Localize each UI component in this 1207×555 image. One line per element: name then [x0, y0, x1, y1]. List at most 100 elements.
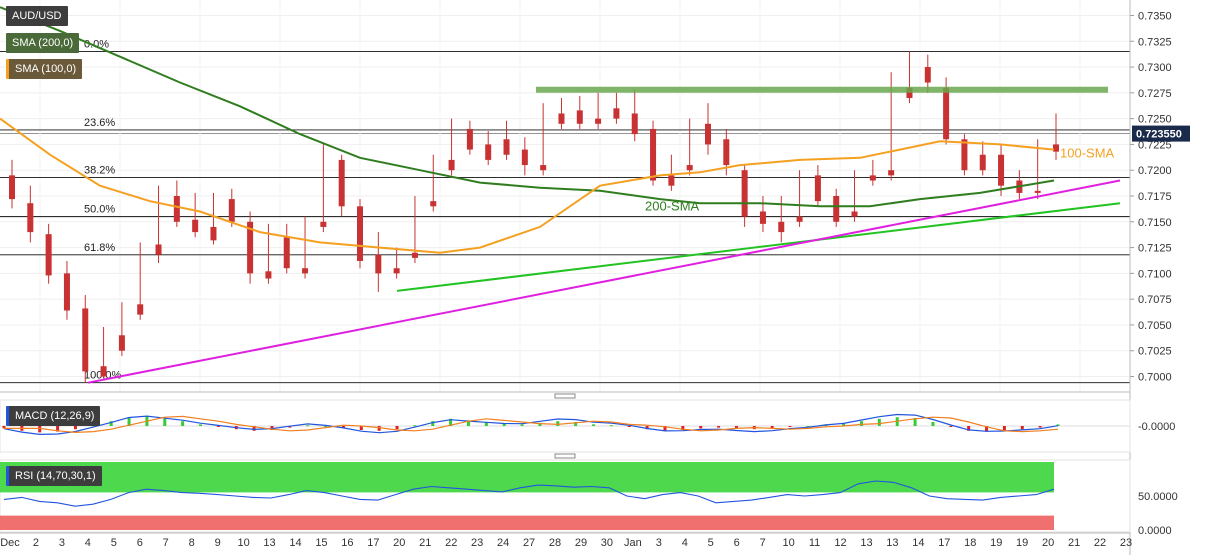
time-tick-label: 4: [85, 537, 91, 549]
candle-body: [1053, 144, 1059, 152]
main-gridlines: [0, 0, 1130, 392]
price-tick-label: 0.7150: [1138, 217, 1172, 229]
rsi-line: [3, 480, 1055, 507]
time-tick-label: 7: [163, 537, 169, 549]
candle-body: [393, 268, 400, 274]
price-tick-label: 0.7325: [1138, 36, 1172, 48]
time-tick-label: 17: [938, 537, 950, 549]
macd-bar: [913, 418, 917, 426]
candle-body: [228, 199, 235, 222]
time-tick-label: 20: [393, 537, 405, 549]
time-tick-label: 13: [886, 537, 898, 549]
candle-body: [869, 175, 876, 181]
candle-body: [137, 304, 144, 315]
legend-rsi[interactable]: RSI (14,70,30,1): [6, 466, 102, 486]
legend-macd[interactable]: MACD (12,26,9): [6, 406, 101, 426]
macd-bar: [395, 426, 399, 430]
candle-body: [411, 252, 418, 258]
candle-body: [576, 110, 583, 124]
candle-body: [998, 154, 1005, 186]
candle-body: [705, 123, 711, 145]
time-tick-label: 16: [341, 537, 353, 549]
macd-bar: [1020, 426, 1024, 430]
macd-bar: [413, 425, 417, 427]
macd-bar: [38, 426, 42, 433]
macd-bar: [717, 426, 721, 428]
macd-bar: [466, 420, 470, 426]
macd-bar: [56, 426, 60, 432]
candle-body: [613, 108, 620, 119]
sma100-line: [0, 117, 1055, 254]
candle-body: [283, 237, 290, 269]
time-tick-label: 3: [59, 537, 65, 549]
support-trendline: [396, 202, 1121, 292]
candle-body: [173, 196, 180, 222]
panel-divider-grip-1[interactable]: [554, 393, 576, 399]
fib-label: 38.2%: [84, 164, 115, 176]
fibonacci-levels: 0.0%23.6%38.2%50.0%61.8%100.0%: [0, 39, 1130, 384]
time-tick-label: 21: [1068, 537, 1080, 549]
candle-body: [558, 113, 565, 124]
macd-bar: [681, 426, 685, 430]
macd-tick-label: -0.0000: [1138, 421, 1175, 433]
time-tick-label: 10: [782, 537, 794, 549]
time-tick-label: 11: [809, 537, 820, 549]
candle-body: [1034, 190, 1041, 193]
sma200-line: [0, 6, 1055, 208]
macd-bar: [538, 422, 542, 426]
time-tick-label: 19: [1016, 537, 1028, 549]
time-tick-label: 30: [601, 537, 613, 549]
panel-divider-grip-2[interactable]: [554, 453, 576, 459]
time-tick-label: 22: [1094, 537, 1106, 549]
price-axis: 0.73500.73250.73000.72750.72500.72250.72…: [1129, 0, 1190, 555]
candle-body: [9, 175, 15, 200]
legend-macd-label: MACD (12,26,9): [15, 410, 95, 422]
fib-label: 61.8%: [84, 242, 115, 254]
macd-bar: [109, 421, 113, 426]
time-tick-label: 27: [523, 537, 535, 549]
candle-body: [118, 335, 125, 351]
time-tick-label: 29: [575, 537, 587, 549]
time-tick-label: 20: [1042, 537, 1054, 549]
signal-line: [4, 415, 1059, 434]
candle-body: [27, 203, 34, 233]
macd-bar: [806, 426, 810, 427]
time-tick-label: 23: [1120, 537, 1132, 549]
time-tick-label: 4: [682, 537, 688, 549]
time-tick-label: 14: [289, 537, 301, 549]
candle-body: [631, 113, 638, 135]
time-tick-label: 2: [33, 537, 39, 549]
macd-bar: [377, 426, 381, 431]
price-tick-label: 0.7050: [1138, 320, 1172, 332]
candle-body: [265, 271, 272, 279]
candle-body: [796, 216, 803, 222]
macd-bar: [341, 426, 345, 428]
macd-bar: [931, 422, 935, 426]
legend-sma200[interactable]: SMA (200,0): [6, 33, 80, 53]
macd-bar: [949, 426, 953, 427]
time-tick-label: 6: [734, 537, 740, 549]
macd-bar: [449, 418, 453, 426]
legend-sma100[interactable]: SMA (100,0): [6, 59, 83, 79]
time-tick-label: 18: [964, 537, 976, 549]
time-tick-label: 14: [912, 537, 924, 549]
price-tick-label: 0.7125: [1138, 243, 1172, 255]
time-tick-label: 24: [497, 537, 509, 549]
macd-bar: [574, 422, 578, 426]
macd-bar: [2, 426, 6, 429]
price-tick-label: 0.7250: [1138, 114, 1172, 126]
legend-symbol[interactable]: AUD/USD: [6, 6, 68, 26]
candle-body: [961, 139, 968, 171]
candle-body: [45, 234, 52, 276]
candle-body: [503, 139, 510, 155]
candle-body: [320, 221, 327, 227]
sma100-annotation: 100-SMA: [1060, 146, 1115, 161]
time-tick-label: 23: [471, 537, 483, 549]
fib-label: 0.0%: [84, 39, 109, 51]
candle-body: [155, 244, 162, 255]
macd-bar: [484, 422, 488, 426]
macd-bar: [592, 424, 596, 426]
candle-body: [63, 273, 70, 311]
candle-body: [778, 221, 785, 233]
time-tick-label: 13: [263, 537, 275, 549]
